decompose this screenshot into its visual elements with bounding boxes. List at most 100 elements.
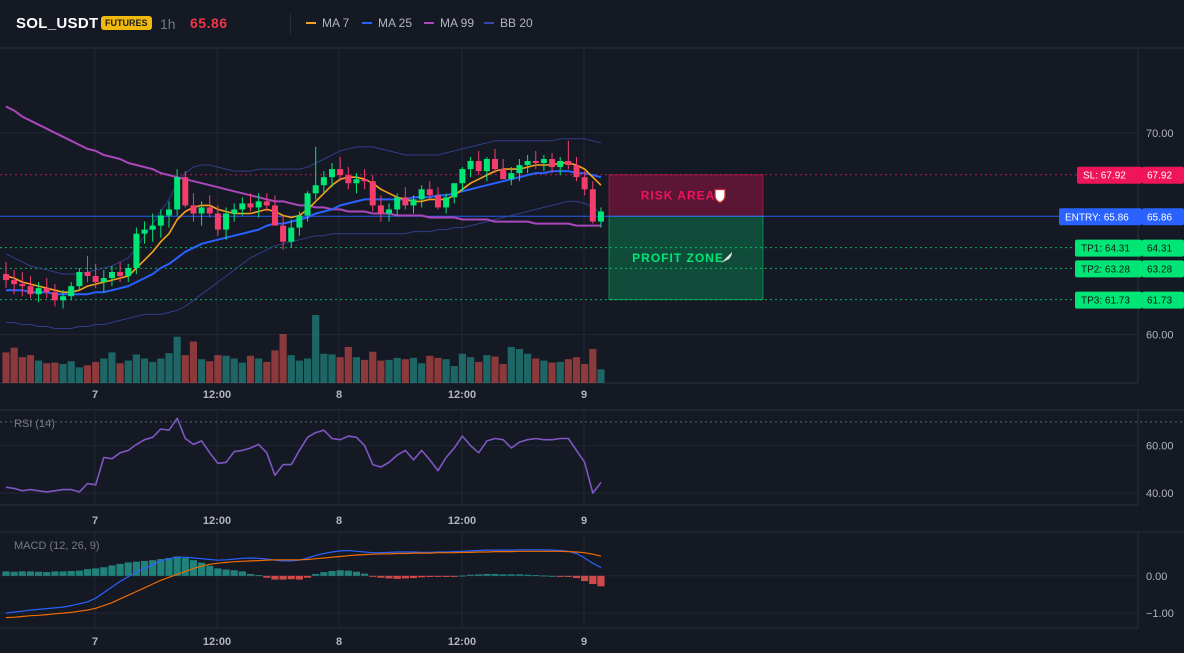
volume-bar bbox=[10, 347, 18, 383]
time-tick-label: 9 bbox=[581, 636, 587, 648]
candle-body bbox=[345, 175, 352, 184]
rsi-tick-label: 40.00 bbox=[1146, 488, 1174, 500]
timeframe-label[interactable]: 1h bbox=[160, 16, 176, 32]
macd-histogram-bar bbox=[255, 575, 263, 577]
volume-bar bbox=[35, 360, 43, 383]
level-price-label: 67.92 bbox=[1147, 171, 1172, 182]
volume-bar bbox=[295, 360, 303, 383]
volume-bar bbox=[132, 354, 140, 383]
candle-body bbox=[524, 161, 531, 166]
level-tag-tp3 bbox=[1075, 291, 1142, 309]
level-price-label: 63.28 bbox=[1147, 264, 1172, 275]
macd-histogram-bar bbox=[92, 568, 100, 576]
macd-histogram-bar bbox=[246, 573, 255, 576]
volume-bar bbox=[499, 363, 507, 383]
level-tag-sl bbox=[1077, 166, 1142, 184]
macd-histogram-bar bbox=[26, 571, 35, 576]
legend-bb20[interactable]: BB 20 bbox=[484, 16, 533, 30]
macd-histogram-bar bbox=[214, 568, 222, 576]
candle-body bbox=[239, 203, 246, 210]
candle-body bbox=[255, 201, 262, 208]
macd-histogram-bar bbox=[442, 575, 450, 577]
candle-body bbox=[11, 280, 18, 285]
macd-histogram-bar bbox=[83, 569, 92, 576]
time-tick-label: 9 bbox=[581, 515, 587, 527]
macd-histogram-bar bbox=[206, 565, 214, 576]
macd-histogram-bar bbox=[43, 572, 51, 576]
volume-bar bbox=[589, 349, 597, 383]
candle-body bbox=[573, 165, 580, 178]
volume-bar bbox=[206, 361, 214, 383]
macd-histogram-bar bbox=[344, 570, 352, 576]
candle-body bbox=[410, 199, 417, 206]
volume-bar bbox=[214, 355, 222, 383]
macd-histogram-bar bbox=[59, 571, 67, 576]
volume-bar bbox=[466, 357, 475, 383]
volume-bar bbox=[287, 355, 295, 383]
macd-histogram-bar bbox=[124, 562, 132, 576]
candle-body bbox=[141, 229, 148, 234]
level-tag-tp1 bbox=[1075, 239, 1142, 257]
rsi-tick-label: 60.00 bbox=[1146, 441, 1174, 453]
volume-bar bbox=[393, 357, 401, 383]
legend-label-ma7: MA 7 bbox=[322, 16, 350, 30]
macd-histogram-bar bbox=[426, 575, 434, 577]
volume-bar bbox=[59, 363, 67, 383]
legend-ma99[interactable]: MA 99 bbox=[424, 16, 474, 30]
zone-profit-zone bbox=[608, 215, 764, 301]
time-tick-label: 12:00 bbox=[448, 389, 476, 401]
volume-bar bbox=[572, 357, 581, 383]
macd-histogram-bar bbox=[165, 557, 173, 576]
macd-histogram-bar bbox=[75, 570, 83, 576]
macd-histogram-bar bbox=[540, 575, 548, 577]
volume-bar bbox=[483, 355, 491, 383]
macd-histogram-bar bbox=[230, 570, 238, 576]
volume-bar bbox=[279, 334, 287, 383]
candle-body bbox=[27, 286, 34, 295]
macd-histogram-bar bbox=[320, 572, 328, 576]
candle-body bbox=[19, 284, 26, 287]
candle-body bbox=[271, 205, 278, 226]
macd-histogram-bar bbox=[116, 563, 124, 576]
macd-histogram-bar bbox=[418, 575, 426, 578]
volume-bar bbox=[246, 355, 255, 383]
candle-body bbox=[434, 195, 441, 208]
legend-label-bb20: BB 20 bbox=[500, 16, 533, 30]
candle-body bbox=[386, 209, 393, 214]
legend-ma25[interactable]: MA 25 bbox=[362, 16, 412, 30]
shield-icon bbox=[714, 188, 726, 204]
volume-bar bbox=[418, 363, 426, 383]
candle-body bbox=[589, 189, 596, 222]
candle-body bbox=[418, 189, 425, 200]
candle-body bbox=[483, 158, 490, 172]
macd-histogram-bar bbox=[393, 575, 401, 579]
candle-body bbox=[125, 267, 132, 277]
candle-body bbox=[475, 161, 482, 172]
macd-histogram-bar bbox=[597, 575, 605, 587]
volume-bar bbox=[426, 355, 434, 383]
candle-body bbox=[166, 209, 172, 216]
header-divider bbox=[290, 14, 291, 34]
candle-body bbox=[133, 233, 140, 268]
volume-bar bbox=[26, 355, 35, 383]
level-price-box-tp3 bbox=[1142, 291, 1184, 309]
legend-swatch-ma99 bbox=[424, 22, 434, 24]
macd-histogram-bar bbox=[361, 573, 369, 576]
legend-ma7[interactable]: MA 7 bbox=[306, 16, 349, 30]
volume-bar bbox=[564, 359, 572, 383]
candle-body bbox=[337, 169, 344, 176]
candle-body bbox=[247, 203, 254, 208]
macd-histogram-bar bbox=[491, 573, 499, 576]
candle-body bbox=[377, 205, 384, 214]
price-tick-label: 60.00 bbox=[1146, 330, 1174, 342]
symbol-label[interactable]: SOL_USDT bbox=[16, 15, 99, 32]
volume-bar bbox=[434, 357, 442, 383]
level-tag-label: ENTRY: 65.86 bbox=[1065, 212, 1129, 223]
level-price-label: 64.31 bbox=[1147, 244, 1172, 255]
macd-histogram-bar bbox=[385, 575, 393, 579]
time-tick-label: 8 bbox=[336, 515, 342, 527]
volume-bar bbox=[369, 351, 377, 383]
macd-histogram-bar bbox=[295, 575, 303, 580]
macd-histogram-bar bbox=[532, 575, 540, 577]
